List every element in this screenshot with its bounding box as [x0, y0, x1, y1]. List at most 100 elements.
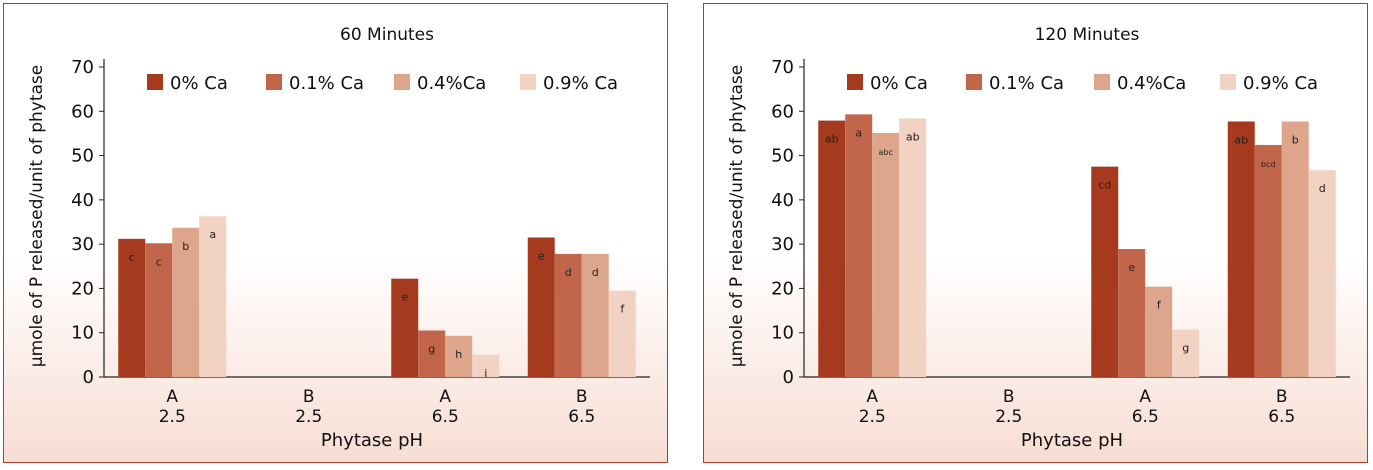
significance-label: e — [1128, 261, 1135, 274]
chart-panel-120-minutes: 120 Minutes μmole of P released/unit of p… — [703, 3, 1368, 463]
significance-label: cd — [1098, 179, 1111, 192]
bar-0-ca — [1227, 121, 1255, 377]
bar-0-1-ca — [418, 330, 446, 377]
legend-label: 0.1% Ca — [989, 73, 1064, 94]
legend-label: 0.4%Ca — [417, 73, 486, 94]
x-axis-label: Phytase pH — [1021, 430, 1123, 451]
bar-0-ca — [118, 238, 146, 377]
y-tick-label: 60 — [771, 101, 794, 122]
bar-0-1-ca — [1254, 144, 1282, 377]
significance-label: e — [401, 291, 408, 304]
x-tick-label-line2: 6.5 — [568, 407, 595, 427]
bar-0-9-ca — [199, 216, 227, 377]
significance-label: abc — [879, 148, 893, 157]
bar-0-4-ca — [1145, 286, 1173, 377]
significance-label: h — [455, 348, 462, 361]
legend-label: 0.9% Ca — [1243, 73, 1318, 94]
legend-swatch — [394, 74, 410, 90]
legend-swatch — [520, 74, 536, 90]
bar-0-ca — [391, 278, 419, 377]
y-tick-label: 70 — [71, 57, 94, 78]
legend-swatch — [847, 74, 863, 90]
x-tick-label-line1: B — [1003, 387, 1015, 407]
y-tick-label: 40 — [771, 190, 794, 211]
bar-0-1-ca — [145, 243, 173, 377]
legend-swatch — [966, 74, 982, 90]
significance-label: ab — [906, 130, 920, 143]
significance-label: i — [484, 367, 487, 380]
y-tick-label: 40 — [71, 190, 94, 211]
legend-swatch — [1220, 74, 1236, 90]
bar-0-4-ca — [445, 335, 473, 377]
x-tick-label-line1: A — [439, 387, 451, 407]
significance-label: a — [209, 228, 216, 241]
bar-0-ca — [527, 237, 555, 377]
legend-label: 0.9% Ca — [543, 73, 618, 94]
x-tick-label-line1: B — [303, 387, 315, 407]
x-tick-label-line1: A — [1139, 387, 1151, 407]
y-tick-label: 30 — [771, 234, 794, 255]
x-tick-label-line1: A — [866, 387, 878, 407]
significance-label: b — [1292, 133, 1299, 146]
x-tick-label-line2: 2.5 — [859, 407, 886, 427]
significance-label: g — [1182, 342, 1189, 355]
x-tick-label-line2: 6.5 — [1132, 407, 1159, 427]
legend-label: 0% Ca — [870, 73, 928, 94]
significance-label: f — [620, 303, 625, 316]
significance-label: f — [1157, 299, 1162, 312]
y-tick-label: 10 — [71, 323, 94, 344]
y-axis-label: μmole of P released/unit of phytase — [727, 65, 747, 367]
bar-0-9-ca — [899, 118, 927, 377]
significance-label: b — [182, 240, 189, 253]
y-tick-label: 50 — [71, 146, 94, 167]
significance-label: c — [156, 255, 162, 268]
x-tick-label-line2: 6.5 — [432, 407, 459, 427]
bar-chart-60-minutes: 60 Minutes μmole of P released/unit of ph… — [4, 4, 667, 462]
legend-label: 0.1% Ca — [289, 73, 364, 94]
significance-label: g — [428, 343, 435, 356]
x-tick-label-line2: 2.5 — [295, 407, 322, 427]
bar-0-9-ca — [1172, 329, 1200, 377]
y-tick-label: 0 — [83, 367, 94, 388]
x-axis-label: Phytase pH — [321, 430, 423, 451]
significance-label: e — [538, 250, 545, 263]
x-tick-label-line1: B — [576, 387, 588, 407]
bar-0-ca — [818, 120, 846, 377]
chart-title: 120 Minutes — [1035, 25, 1140, 45]
bar-0-4-ca — [172, 227, 200, 377]
bar-0-9-ca — [1308, 170, 1336, 377]
y-tick-label: 10 — [771, 323, 794, 344]
x-tick-label-line2: 2.5 — [159, 407, 186, 427]
y-tick-label: 30 — [71, 234, 94, 255]
chart-panel-60-minutes: 60 Minutes μmole of P released/unit of ph… — [3, 3, 668, 463]
bar-chart-120-minutes: 120 Minutes μmole of P released/unit of p… — [704, 4, 1367, 462]
bar-0-4-ca — [581, 253, 609, 377]
x-tick-label-line1: A — [166, 387, 178, 407]
x-tick-label-line2: 6.5 — [1268, 407, 1295, 427]
significance-label: ab — [825, 133, 839, 146]
bar-0-1-ca — [1118, 249, 1146, 377]
legend-swatch — [1094, 74, 1110, 90]
legend-swatch — [147, 74, 163, 90]
bar-0-9-ca — [608, 290, 636, 377]
significance-label: c — [129, 251, 135, 264]
significance-label: d — [565, 266, 572, 279]
bar-0-1-ca — [554, 253, 582, 377]
x-tick-label-line2: 2.5 — [995, 407, 1022, 427]
bar-0-1-ca — [845, 114, 873, 377]
y-tick-label: 50 — [771, 146, 794, 167]
legend-swatch — [266, 74, 282, 90]
y-axis-label: μmole of P released/unit of phytase — [27, 65, 47, 367]
significance-label: a — [855, 126, 862, 139]
bar-0-4-ca — [1281, 121, 1309, 377]
significance-label: d — [592, 266, 599, 279]
y-tick-label: 20 — [71, 278, 94, 299]
chart-title: 60 Minutes — [340, 25, 434, 45]
significance-label: bcd — [1261, 160, 1276, 169]
legend-label: 0% Ca — [170, 73, 228, 94]
significance-label: ab — [1234, 133, 1248, 146]
bar-0-9-ca — [472, 354, 500, 377]
legend-label: 0.4%Ca — [1117, 73, 1186, 94]
bar-0-4-ca — [872, 132, 900, 377]
y-tick-label: 70 — [771, 57, 794, 78]
